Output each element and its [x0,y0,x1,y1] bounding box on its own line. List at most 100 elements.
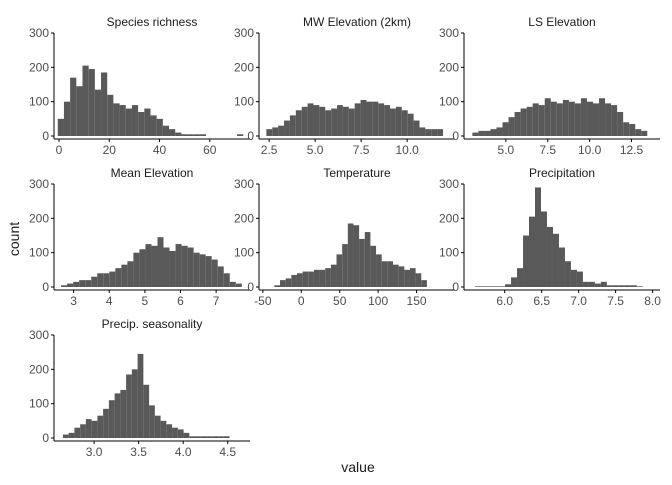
histogram-bar [481,286,488,287]
histogram-bar [183,432,190,438]
histogram-bar [127,261,134,287]
histogram-bar [574,103,581,136]
histogram-bar [67,283,74,287]
y-tick-label: 200 [234,211,254,225]
y-axis-label: count [6,222,22,256]
histogram-bars [57,65,244,136]
histogram-bar [606,285,613,287]
histogram-bar [274,285,281,287]
histogram-bar [150,115,157,136]
histogram-bar [487,286,494,287]
histogram-bar [76,86,83,136]
histogram-bar [143,384,150,438]
histogram-bar [393,264,399,287]
histogram-bar [187,247,194,287]
x-tick-label: 20 [103,143,117,157]
y-tick-label: 200 [439,60,459,74]
histogram-bar [552,233,559,287]
histogram-bar [307,103,314,136]
histogram-bar [624,285,631,287]
x-tick-label: 60 [203,143,217,157]
y-tick-label: 0 [247,280,254,294]
histogram-bar [635,129,642,136]
histogram-bar [520,108,527,136]
histogram-bar [360,99,367,136]
histogram-bar [97,415,104,438]
histogram-bar [636,286,643,287]
x-tick-label: 6.0 [496,294,513,308]
histogram-bars [472,98,648,136]
histogram-bar [336,254,343,287]
histogram-bar [612,285,619,287]
histogram-bar [295,110,302,136]
facet-panel-1: Species richness 0 100 200 300 0 20 40 60 [29,15,250,157]
facet-title: Precip. seasonality [102,317,203,331]
histogram-bar [359,238,365,287]
histogram-bar [475,286,482,287]
histogram-bar [266,129,273,136]
histogram-bar [200,436,207,438]
x-axis-label: value [341,459,375,475]
histogram-bar [313,105,320,136]
histogram-bar [508,117,515,136]
histogram-bar [514,111,521,136]
histogram-bar [641,130,648,136]
histogram-bar [73,281,80,287]
histogram-bar [384,105,391,136]
facet-title: Temperature [323,166,391,180]
y-tick-label: 200 [29,211,49,225]
histogram-bar [301,106,308,136]
histogram-bar [366,101,373,136]
histogram-bar [217,266,224,287]
histogram-bar [169,250,176,287]
histogram-bar [181,245,188,287]
histogram-bar [175,132,182,136]
histogram-bar [131,369,138,438]
histogram-bar [125,108,132,136]
histogram-bar [623,122,630,136]
histogram-bar [70,77,77,136]
y-tick-label: 300 [439,26,459,40]
x-tick-label: 10.0 [395,143,419,157]
histogram-bar [319,106,326,136]
histogram-bar [139,249,146,287]
histogram-bar [472,132,479,136]
facet-panel-3: LS Elevation 0 100 200 300 5.0 7.5 10.0 12.5 [439,15,660,157]
x-tick-label: 12.5 [620,143,644,157]
histogram-bar [62,434,69,438]
histogram-bar [404,269,410,287]
histogram-bar [120,389,127,438]
histogram-bar [354,103,361,136]
histogram-bar [605,103,612,136]
histogram-bar [407,113,414,136]
histogram-bar [223,273,230,287]
x-tick-label: 3 [70,294,77,308]
x-tick-label: 5 [142,294,149,308]
histogram-bar [398,266,405,287]
histogram-bar [145,244,152,287]
histogram-bar [505,284,512,287]
histogram-bar [206,436,213,438]
histogram-bar [431,129,438,136]
x-tick-label: 4.5 [219,445,236,459]
y-tick-label: 100 [29,246,49,260]
histogram-bar [272,127,279,136]
x-tick-label: 0 [298,294,305,308]
histogram-bar [85,280,92,287]
histogram-bar [576,271,583,287]
histogram-bar [529,216,535,287]
histogram-bar [535,187,541,287]
histogram-bar [381,261,388,287]
histogram-bar [378,103,385,136]
histogram-bar [97,273,104,287]
histogram-bar [425,129,432,136]
y-tick-label: 100 [439,95,459,109]
histogram-bar [80,424,86,438]
histogram-bar [133,252,140,287]
histogram-bar [562,99,569,136]
facet-panel-4: Mean Elevation 0 100 200 300 3 4 5 6 7 [29,166,250,308]
facet-title: Species richness [107,15,198,29]
histogram-bar [390,108,396,136]
histogram-bar [419,127,426,136]
histogram-bar [85,419,92,438]
